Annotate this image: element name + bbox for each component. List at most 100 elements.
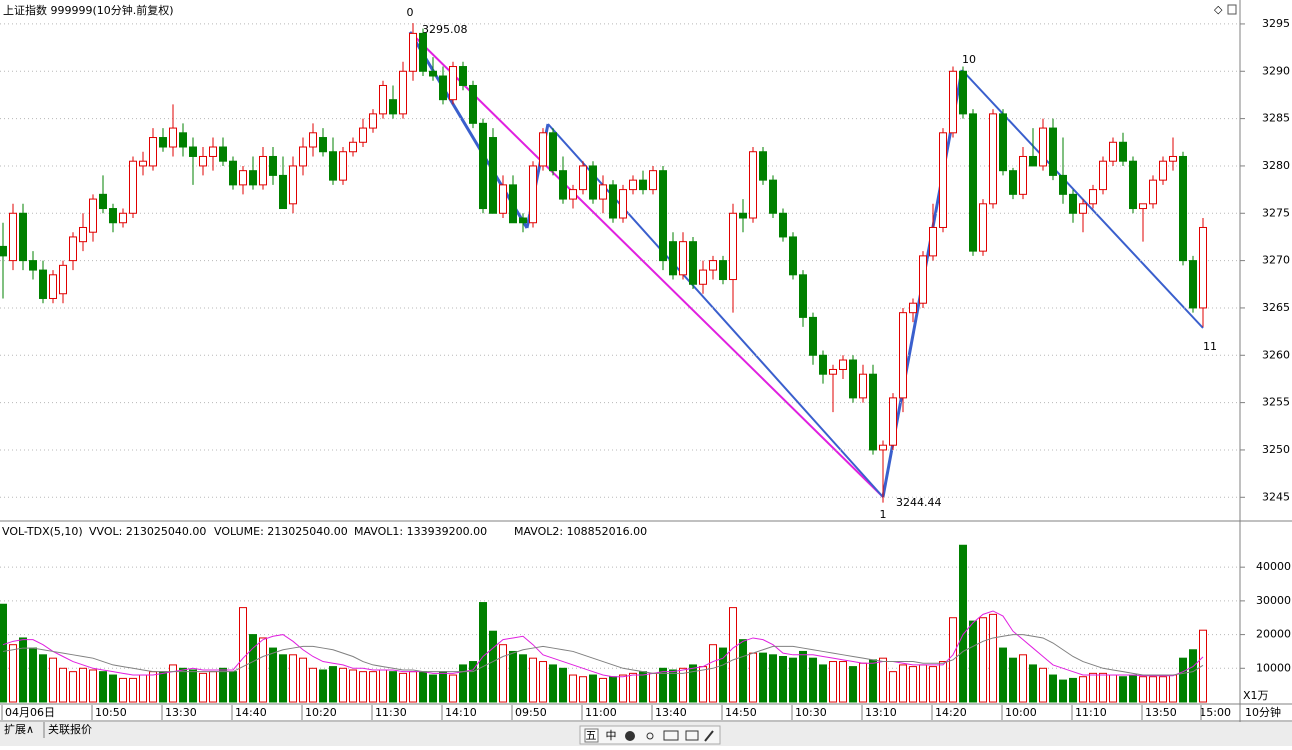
candle-body	[29, 260, 37, 271]
volume-bar	[489, 630, 497, 703]
y-tick-label: 40000	[1256, 560, 1291, 573]
volume-bar	[449, 674, 457, 703]
y-tick-label: 3255	[1262, 396, 1290, 409]
candle-body	[69, 236, 77, 262]
candle-body	[529, 165, 537, 224]
volume-bar	[979, 617, 987, 703]
volume-bar	[789, 657, 797, 703]
volume-bar	[229, 671, 237, 703]
window-icon[interactable]: ◇	[1214, 3, 1223, 16]
volume-bar	[589, 674, 597, 703]
volume-bar	[729, 607, 737, 703]
period-label[interactable]: 10分钟	[1245, 705, 1281, 719]
candle-body	[519, 217, 527, 224]
legend-entry: MAVOL2: 108852016.00	[514, 525, 647, 538]
wave-label: 10	[962, 53, 976, 66]
tab[interactable]: 扩展∧	[4, 722, 34, 736]
volume-bar	[289, 654, 297, 703]
candle-body	[199, 155, 207, 167]
volume-bar	[179, 667, 187, 703]
toolbar-button[interactable]	[704, 730, 714, 742]
candle-body	[539, 132, 547, 167]
candle-body	[889, 397, 897, 446]
candle-body	[779, 212, 787, 238]
x-tick-label: 11:30	[375, 706, 407, 719]
y-tick-label: 3285	[1262, 112, 1290, 125]
volume-bar	[1189, 649, 1197, 703]
candle-body	[869, 373, 877, 451]
volume-bar	[379, 669, 387, 703]
volume-bar	[939, 661, 947, 703]
candle-body	[1189, 260, 1197, 309]
candle-body	[979, 203, 987, 252]
candle-body	[59, 264, 67, 295]
toolbar-button[interactable]	[625, 731, 635, 741]
candle-body	[429, 70, 437, 77]
volume-bar	[1039, 667, 1047, 703]
volume-bar	[829, 661, 837, 703]
candle-body	[649, 170, 657, 191]
candle-body	[809, 316, 817, 356]
volume-bar	[1099, 672, 1107, 703]
volume-bar	[249, 634, 257, 703]
candle-body	[929, 226, 937, 257]
volume-bar	[499, 644, 507, 703]
volume-bar	[309, 667, 317, 703]
volume-bar	[1069, 677, 1077, 703]
x-tick-label: 13:50	[1145, 706, 1177, 719]
candle-body	[459, 66, 467, 86]
candle-body	[419, 32, 427, 72]
toolbar-button[interactable]: 中	[606, 729, 617, 742]
volume-bar	[349, 669, 357, 703]
volume-bar	[619, 674, 627, 703]
candle-body	[989, 113, 997, 205]
tab[interactable]: 关联报价	[48, 722, 92, 736]
volume-bar	[199, 672, 207, 703]
candle-body	[1169, 155, 1177, 162]
candle-body	[369, 113, 377, 129]
toolbar-button[interactable]	[584, 728, 599, 743]
candle-body	[9, 212, 17, 262]
volume-bar	[1029, 664, 1037, 703]
volume-bar	[1139, 676, 1147, 703]
candle-body	[489, 137, 497, 214]
volume-bar	[409, 671, 417, 703]
volume-bar	[659, 667, 667, 703]
wave-line	[961, 69, 1204, 329]
candle-body	[739, 212, 747, 219]
y-tick-label: 10000	[1256, 661, 1291, 674]
candle-body	[909, 302, 917, 314]
window-icon[interactable]	[1227, 4, 1237, 15]
toolbar-button[interactable]	[685, 730, 699, 741]
candle-body	[829, 368, 837, 375]
candle-body	[309, 132, 317, 148]
candle-body	[1129, 160, 1137, 210]
candle-body	[1009, 170, 1017, 195]
y-tick-label: 3295	[1262, 17, 1290, 30]
wave-line	[408, 31, 529, 229]
volume-bar	[869, 659, 877, 703]
candle-body	[919, 255, 927, 304]
toolbar-button[interactable]	[663, 730, 679, 741]
volume-bar	[529, 657, 537, 703]
volume-bar	[899, 664, 907, 703]
volume-bar	[419, 671, 427, 703]
toolbar-button[interactable]: 五	[586, 729, 597, 742]
candle-body	[599, 184, 607, 200]
candle-body	[239, 170, 247, 186]
volume-bar	[39, 654, 47, 703]
candle-body	[1109, 141, 1117, 162]
y-tick-label: 30000	[1256, 594, 1291, 607]
volume-bar	[79, 667, 87, 703]
candle-body	[169, 127, 177, 148]
volume-bar	[689, 664, 697, 703]
candle-body	[119, 212, 127, 224]
candle-body	[1089, 189, 1097, 205]
candle-body	[769, 179, 777, 214]
candle-body	[229, 160, 237, 186]
toolbar-button[interactable]	[646, 732, 654, 740]
candle-body	[269, 155, 277, 176]
unit-label: X1万	[1243, 689, 1269, 702]
candle-body	[559, 170, 567, 200]
